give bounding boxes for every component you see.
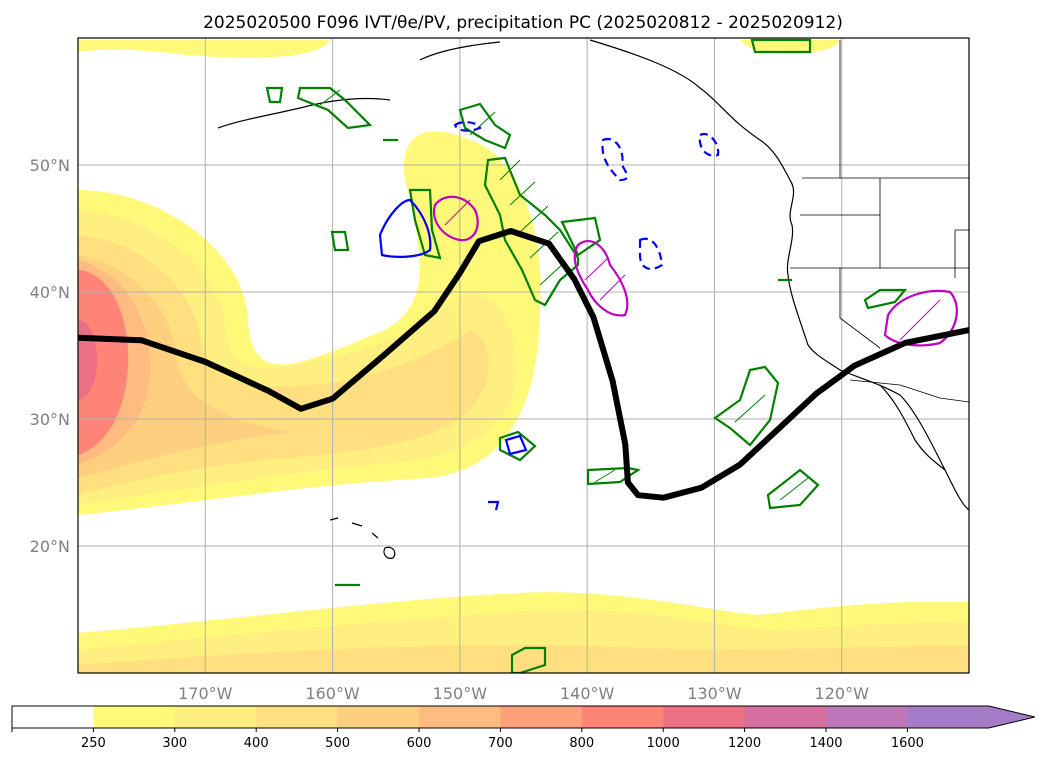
precip-negative-contours <box>378 198 528 511</box>
colorbar-segment <box>419 706 501 728</box>
colorbar-tick-label: 1400 <box>809 736 842 751</box>
coastline-north-america <box>589 39 969 511</box>
pv-contour-bottom <box>510 646 547 673</box>
colorbar-segment <box>907 706 990 728</box>
precip-neg-contour-1 <box>378 198 432 258</box>
pv-contour-east <box>560 216 602 257</box>
theta-e-contour <box>78 228 969 501</box>
ivt-fill-400-south <box>78 644 969 673</box>
pv-contour-small-2 <box>330 230 350 252</box>
coastline-hawaii <box>329 517 396 559</box>
state-borders <box>790 40 969 403</box>
y-tick-label: 30°N <box>30 410 70 429</box>
precip-neg-dashed-1 <box>601 137 629 182</box>
colorbar-segment <box>581 706 664 728</box>
colorbar-tick-label: 800 <box>569 736 594 751</box>
colorbar-segment <box>256 706 339 728</box>
map-layers <box>78 38 969 673</box>
colorbar-segment <box>337 706 420 728</box>
x-tick-label: 150°W <box>433 684 488 703</box>
pv-contour-west-coast <box>713 365 780 447</box>
pv-contour-ne <box>750 38 812 54</box>
y-tick-label: 40°N <box>30 283 70 302</box>
precip-neg-dashed-4 <box>453 121 482 132</box>
colorbar-tick-label: 500 <box>325 736 350 751</box>
coastline-baja <box>879 384 946 471</box>
precip-negative-dashed <box>453 121 720 270</box>
colorbar-tick-label: 300 <box>162 736 187 751</box>
colorbar-segment <box>12 706 94 728</box>
precip-hatching <box>444 199 941 341</box>
chart-title: 2025020500 F096 IVT/θe/PV, precipitation… <box>203 13 843 33</box>
colorbar-segment <box>500 706 583 728</box>
pv-contour-nevada <box>863 288 908 310</box>
y-tick-label: 50°N <box>30 156 70 175</box>
colorbar-outline <box>11 705 1035 729</box>
colorbar-tick-label: 400 <box>244 736 269 751</box>
x-tick-label: 170°W <box>178 684 233 703</box>
y-tick-labels: 20°N 30°N 40°N 50°N <box>30 156 70 556</box>
pv-contour-mid <box>408 188 442 260</box>
precip-contour-1 <box>432 195 479 242</box>
colorbar-segment <box>826 706 908 728</box>
colorbar-tick-label: 1200 <box>728 736 761 751</box>
colorbar-extend-arrow <box>988 706 1035 728</box>
x-tick-label: 120°W <box>815 684 870 703</box>
colorbar-tick-label: 1000 <box>647 736 680 751</box>
colorbar-tick-label: 1600 <box>891 736 924 751</box>
pv-contour-hawaii-n <box>498 430 537 462</box>
pv-contour-nw <box>296 86 373 130</box>
pv-contour-south <box>766 468 820 510</box>
coastlines <box>217 39 969 559</box>
colorbar-segment <box>663 706 746 728</box>
y-tick-label: 20°N <box>30 537 70 556</box>
precip-neg-contour-3 <box>488 500 500 511</box>
ivt-fill-250-north <box>78 40 330 58</box>
colorbar-segment <box>93 706 176 728</box>
gridlines <box>78 38 969 673</box>
x-tick-label: 140°W <box>560 684 615 703</box>
precip-neg-contour-2 <box>504 434 528 456</box>
precip-neg-dashed-3 <box>698 132 720 157</box>
colorbar-tick-label: 600 <box>407 736 432 751</box>
colorbar-segment <box>744 706 827 728</box>
colorbar-tick-label: 700 <box>488 736 513 751</box>
pv-contour-small-1 <box>265 86 284 104</box>
colorbar-tick-label: 250 <box>81 736 106 751</box>
precip-neg-dashed-2 <box>638 237 664 270</box>
ivt-fill-800 <box>78 270 129 455</box>
coastline-alaska <box>217 41 501 129</box>
border-nevada <box>839 268 881 349</box>
ivt-fill-250-ne <box>740 40 840 54</box>
border-us-mexico <box>849 379 969 403</box>
precip-hatch-lines <box>444 199 941 341</box>
colorbar: 250 300 400 500 600 700 800 1000 1200 1400 1600 <box>11 705 1035 751</box>
x-tick-labels: 170°W 160°W 150°W 140°W 130°W 120°W <box>178 684 869 703</box>
pv-contour-main <box>483 156 580 307</box>
pv-contours <box>265 38 908 673</box>
precip-contour-2 <box>573 240 629 317</box>
x-tick-label: 160°W <box>305 684 360 703</box>
x-tick-label: 130°W <box>687 684 742 703</box>
map-frame <box>77 37 970 674</box>
ivt-shading <box>78 40 969 673</box>
border-interior-1 <box>790 40 969 278</box>
colorbar-segment <box>174 706 257 728</box>
